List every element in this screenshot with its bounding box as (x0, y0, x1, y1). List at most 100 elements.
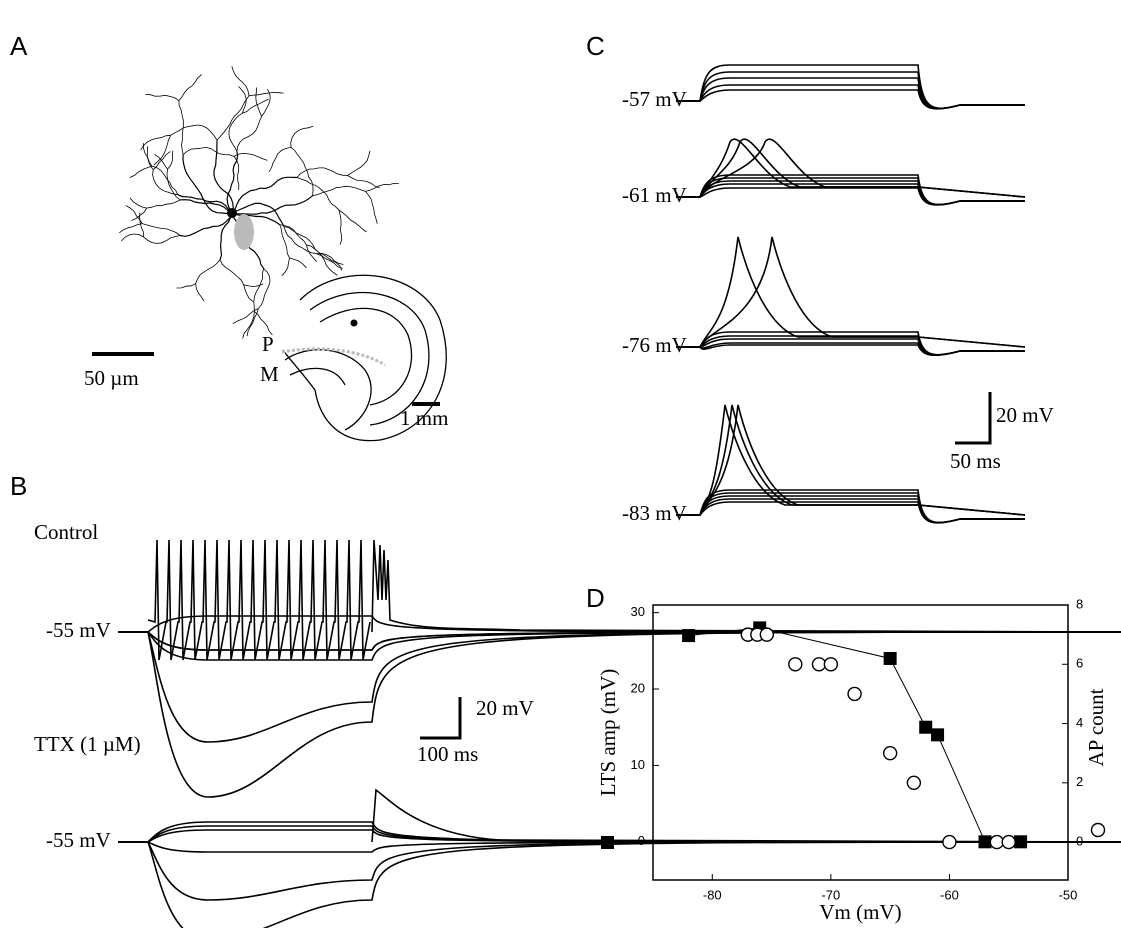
dendrite (290, 125, 314, 148)
vm-label: -76 mV (622, 333, 687, 357)
dendrite (178, 100, 184, 155)
recording-site (350, 319, 358, 327)
point (682, 629, 696, 643)
dendrite (243, 284, 254, 303)
y2-tick-label: 8 (1076, 596, 1083, 611)
dendrite (347, 175, 380, 189)
dendrite (257, 268, 271, 309)
dendrite (283, 226, 317, 255)
trace (118, 841, 1121, 901)
soma-shade (234, 214, 254, 250)
dendrite (182, 154, 233, 215)
dendrite (176, 283, 196, 289)
panel-letter: D (586, 583, 605, 613)
trace (699, 404, 1026, 516)
scale-label: 20 mV (996, 403, 1054, 427)
dendrite (180, 199, 233, 214)
dendrite (316, 253, 343, 269)
trace (699, 236, 1026, 348)
dendrite (338, 209, 367, 233)
trace (676, 89, 1025, 110)
dendrite (231, 66, 250, 96)
dendrite (216, 95, 250, 141)
point (823, 657, 839, 672)
scale-label: 50 µm (84, 366, 139, 390)
trace (147, 539, 371, 661)
trace (699, 404, 1026, 516)
x-tick-label: -70 (821, 887, 840, 902)
dendrite (338, 210, 343, 245)
dendrite (166, 169, 181, 201)
point (1001, 834, 1016, 850)
dendrite (153, 135, 172, 166)
plot-frame (652, 604, 1069, 881)
dendrite (179, 212, 233, 237)
dendrite (121, 233, 144, 242)
trace (699, 138, 1026, 198)
trace (676, 174, 1025, 206)
point (978, 835, 992, 849)
scale-label: 1 mm (400, 406, 448, 430)
dendrite (119, 223, 143, 234)
scale-label: 20 mV (476, 696, 534, 720)
dendrite (248, 92, 284, 97)
dendrite (143, 143, 153, 167)
trace (676, 344, 1025, 357)
dendrite (254, 311, 273, 336)
hippocampus-inset (281, 274, 447, 442)
dendrite (231, 176, 298, 214)
legend-marker (1090, 822, 1106, 838)
inset-label: P (262, 332, 274, 356)
dendrite (296, 167, 348, 178)
dendrite (232, 308, 259, 325)
y-tick-label: 0 (638, 833, 645, 848)
dendrite (231, 202, 285, 227)
y-tick-label: 20 (631, 680, 645, 695)
x-tick-label: -60 (940, 887, 959, 902)
point (919, 720, 933, 734)
dendrite (246, 308, 259, 337)
scale-label: 100 ms (417, 742, 478, 766)
trace (371, 788, 1121, 843)
point (1014, 835, 1028, 849)
vm-label: -55 mV (46, 618, 111, 642)
dendrite (152, 169, 178, 196)
dendrite (195, 283, 205, 302)
traces (676, 64, 1026, 524)
trace (699, 236, 1026, 348)
dendrite (178, 74, 202, 101)
dendrite (182, 146, 235, 157)
point (847, 686, 862, 702)
x-axis-label: Vm (mV) (819, 900, 901, 924)
dendrite (231, 195, 313, 215)
scale-label: 50 ms (950, 449, 1001, 473)
trace (118, 631, 1121, 651)
trace (699, 404, 1026, 516)
point (942, 834, 957, 850)
dendrite (139, 212, 144, 237)
dendrite (289, 257, 307, 269)
dendrite (242, 311, 255, 339)
trace (699, 138, 1026, 198)
dendrite (290, 147, 314, 196)
dendrite (365, 183, 399, 192)
y2-tick-label: 6 (1076, 656, 1083, 671)
dendrite (243, 283, 264, 288)
point (788, 657, 803, 672)
y2-tick-label: 4 (1076, 715, 1083, 730)
y-tick-label: 10 (631, 757, 645, 772)
dendrite (233, 156, 240, 191)
dendrite (318, 252, 343, 271)
point (882, 745, 898, 761)
dendrite (255, 87, 262, 117)
trace (699, 138, 1026, 198)
trace (118, 841, 1121, 928)
dendrite (152, 151, 171, 170)
trace (676, 187, 1025, 206)
panel-letter: C (586, 31, 605, 61)
dendrite (154, 154, 168, 170)
trace (118, 821, 1121, 843)
traces (118, 539, 1121, 928)
dendrite (279, 224, 307, 246)
dendrite (226, 151, 239, 214)
